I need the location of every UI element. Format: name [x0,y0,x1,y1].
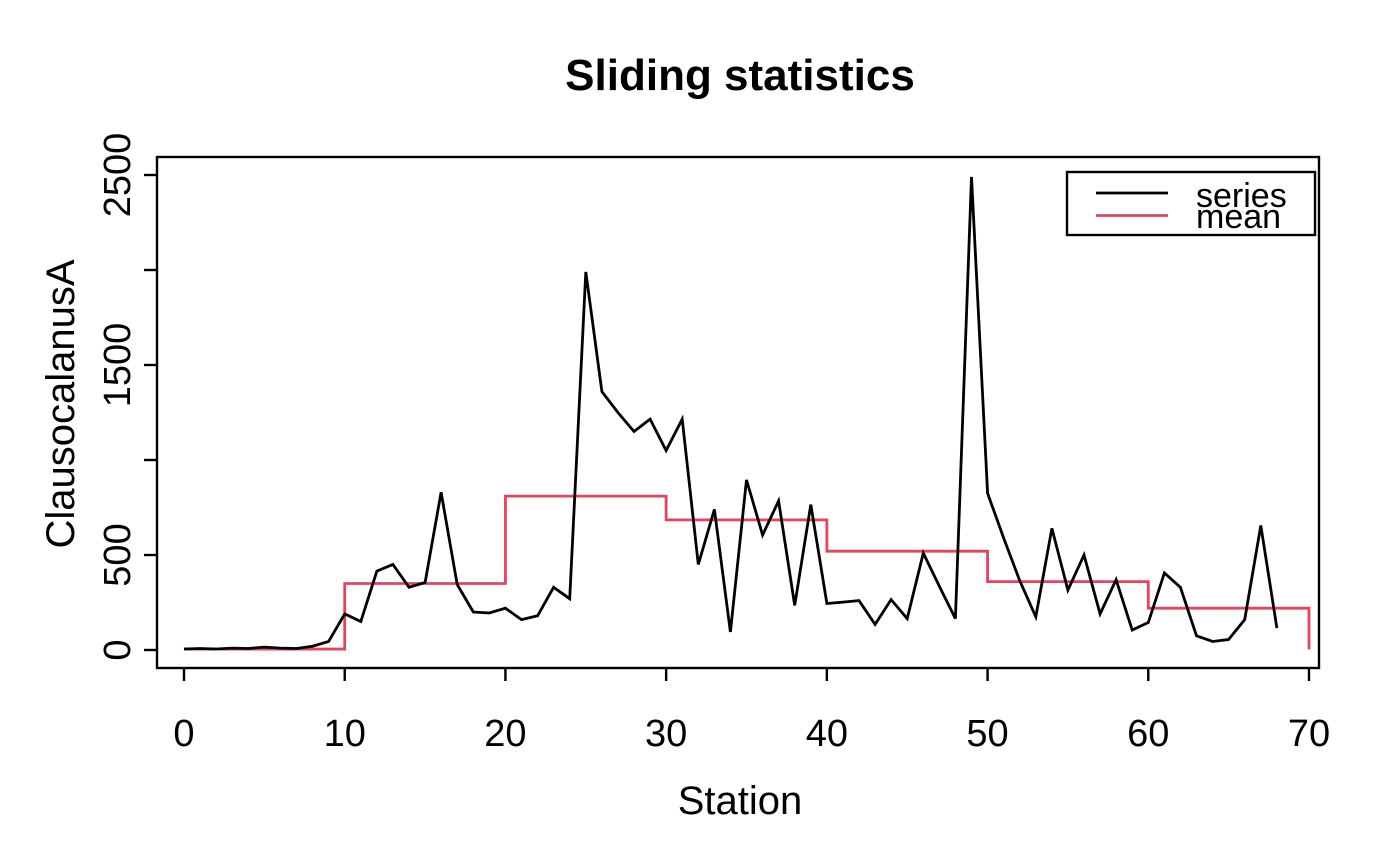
series-line [183,176,1279,651]
x-axis-tick-label: 60 [1127,713,1169,755]
x-axis-tick-label: 20 [484,713,526,755]
legend-mean-label: mean [1196,198,1281,236]
legend-box [1065,170,1317,237]
x-axis-tick-label: 70 [1288,713,1330,755]
y-axis-tick-label: 0 [97,639,139,660]
y-axis-tick-label: 1500 [97,323,139,408]
x-axis-label: Station [678,779,803,823]
x-axis-tick-label: 0 [173,713,194,755]
x-axis-tick-label: 30 [645,713,687,755]
plot-box [155,155,1321,670]
y-axis-tick-label: 500 [97,523,139,586]
y-axis-label: ClausocalanusA [39,259,83,548]
x-axis-tick-label: 10 [324,713,366,755]
mean-step-line [184,494,1311,651]
x-axis-tick-label: 50 [966,713,1008,755]
legend-series-label: series [1196,177,1287,215]
x-axis-tick-label: 40 [806,713,848,755]
y-axis-tick-label: 2500 [97,133,139,218]
chart-title: Sliding statistics [565,51,915,100]
